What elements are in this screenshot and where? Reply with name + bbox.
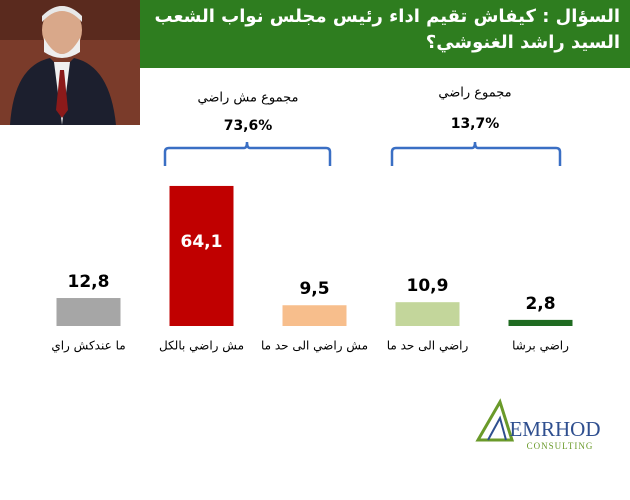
annotation-total: 13,7% xyxy=(451,116,500,132)
logo-tagline: CONSULTING xyxy=(527,441,594,451)
x-tick-label: راضي الى حد ما xyxy=(387,339,469,354)
value-label: 12,8 xyxy=(68,272,110,292)
bar xyxy=(282,305,347,326)
logo-name: EMRHOD xyxy=(509,417,600,441)
annotation: مجموع راضي xyxy=(438,86,511,101)
x-tick-label: ما عندكش راي xyxy=(51,339,125,354)
bar xyxy=(56,298,121,326)
annotation: مجموع مش راضي xyxy=(198,91,299,106)
value-label: 2,8 xyxy=(525,294,555,314)
chart-title: السؤال : كيفاش تقيم اداء رئيس مجلس نواب … xyxy=(154,6,620,53)
x-tick-label: مش راضي الى حد ما xyxy=(261,339,368,354)
brackets xyxy=(163,141,562,166)
annotation-total: 73,6% xyxy=(224,118,273,134)
header-band xyxy=(140,0,630,68)
x-tick-label: راضي برشا xyxy=(512,339,569,354)
bar xyxy=(395,302,460,326)
photo xyxy=(0,0,140,125)
bar xyxy=(169,185,234,326)
value-label: 64,1 xyxy=(181,232,223,252)
logo: EMRHOD CONSULTING xyxy=(475,398,601,451)
x-tick-label: مش راضي بالكل xyxy=(159,339,244,354)
bar xyxy=(508,319,573,326)
value-label: 10,9 xyxy=(407,276,449,296)
value-label: 9,5 xyxy=(299,279,329,299)
